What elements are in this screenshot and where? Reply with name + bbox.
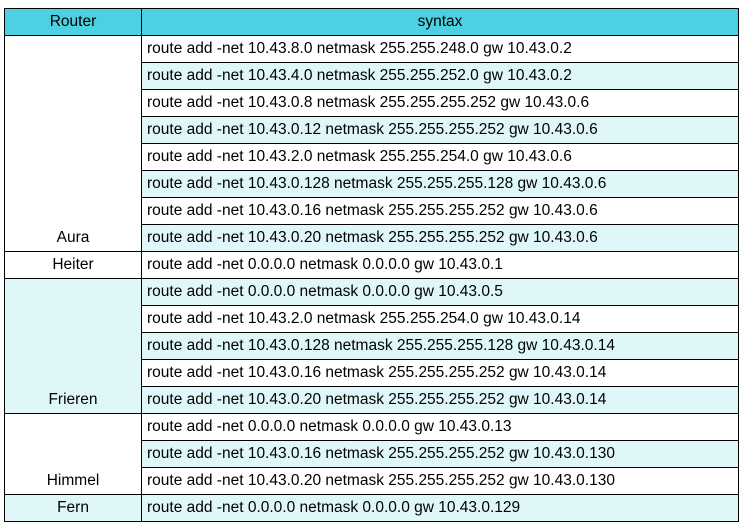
table-row: route add -net 10.43.0.20 netmask 255.25…	[5, 467, 739, 495]
table-row: route add -net 10.43.0.20 netmask 255.25…	[5, 224, 739, 252]
route-command-cell: route add -net 0.0.0.0 netmask 0.0.0.0 g…	[141, 278, 739, 306]
syntax-column-header: syntax	[141, 8, 739, 36]
route-command-cell: route add -net 10.43.4.0 netmask 255.255…	[141, 62, 739, 90]
table-row: route add -net 10.43.0.16 netmask 255.25…	[5, 197, 739, 225]
route-command-cell: route add -net 10.43.0.16 netmask 255.25…	[141, 440, 739, 468]
route-command-cell: route add -net 10.43.0.128 netmask 255.2…	[141, 170, 739, 198]
route-command-cell: route add -net 10.43.2.0 netmask 255.255…	[141, 305, 739, 333]
table-row: route add -net 10.43.0.128 netmask 255.2…	[5, 170, 739, 198]
table-body: Aura route add -net 10.43.8.0 netmask 255…	[4, 35, 739, 522]
table-row: Fern route add -net 0.0.0.0 netmask 0.0.0…	[4, 494, 739, 522]
table-row: Heiter route add -net 0.0.0.0 netmask 0.0…	[4, 251, 739, 279]
route-command-cell: route add -net 10.43.2.0 netmask 255.255…	[141, 143, 739, 171]
table-header: Router syntax	[4, 8, 739, 36]
route-command-cell: route add -net 10.43.0.8 netmask 255.255…	[141, 89, 739, 117]
route-command-cell: route add -net 10.43.0.20 netmask 255.25…	[141, 386, 739, 414]
route-command-cell: route add -net 10.43.0.20 netmask 255.25…	[141, 467, 739, 495]
route-command-cell: route add -net 10.43.8.0 netmask 255.255…	[141, 35, 739, 63]
route-command-cell: route add -net 0.0.0.0 netmask 0.0.0.0 g…	[141, 494, 739, 522]
router-name-cell: Aura	[4, 35, 142, 252]
table-row: route add -net 10.43.2.0 netmask 255.255…	[5, 143, 739, 171]
route-command-cell: route add -net 10.43.0.128 netmask 255.2…	[141, 332, 739, 360]
table-row: route add -net 10.43.0.16 netmask 255.25…	[5, 359, 739, 387]
table-row: route add -net 10.43.0.20 netmask 255.25…	[5, 386, 739, 414]
router-name-cell: Himmel	[4, 413, 142, 495]
router-name-cell: Heiter	[4, 251, 142, 279]
router-column-header: Router	[4, 8, 142, 36]
table-row: route add -net 10.43.0.8 netmask 255.255…	[5, 89, 739, 117]
table-row: Himmel route add -net 0.0.0.0 netmask 0.0…	[4, 413, 739, 495]
router-name-cell: Fern	[4, 494, 142, 522]
table-row: route add -net 10.43.2.0 netmask 255.255…	[5, 305, 739, 333]
router-name-cell: Frieren	[4, 278, 142, 414]
route-command-cell: route add -net 0.0.0.0 netmask 0.0.0.0 g…	[141, 413, 739, 441]
table-row: route add -net 10.43.0.128 netmask 255.2…	[5, 332, 739, 360]
routing-table: Router syntax Aura route add -net 10.43.8…	[4, 8, 739, 522]
table-row: route add -net 10.43.4.0 netmask 255.255…	[5, 62, 739, 90]
route-command-cell: route add -net 10.43.0.16 netmask 255.25…	[141, 359, 739, 387]
table-row: Aura route add -net 10.43.8.0 netmask 255…	[4, 35, 739, 252]
route-command-cell: route add -net 10.43.0.16 netmask 255.25…	[141, 197, 739, 225]
route-command-cell: route add -net 10.43.0.12 netmask 255.25…	[141, 116, 739, 144]
route-command-cell: route add -net 0.0.0.0 netmask 0.0.0.0 g…	[141, 251, 739, 279]
header-row: Router syntax	[4, 8, 739, 36]
table-row: Frieren route add -net 0.0.0.0 netmask 0.…	[4, 278, 739, 414]
route-command-cell: route add -net 10.43.0.20 netmask 255.25…	[141, 224, 739, 252]
